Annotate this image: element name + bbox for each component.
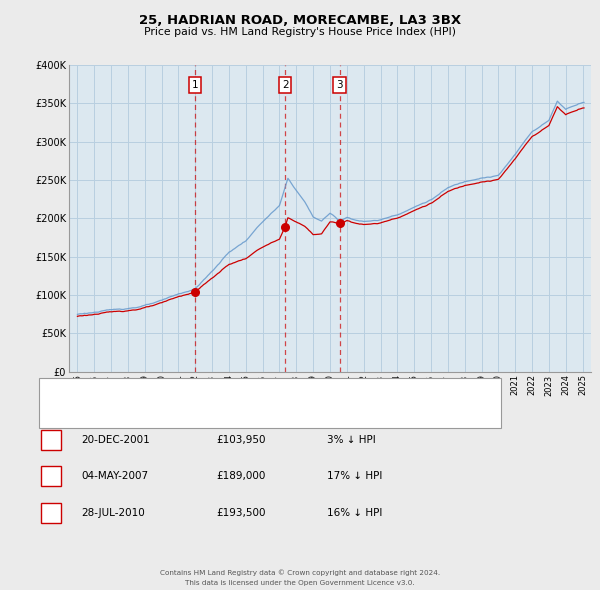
Text: 16% ↓ HPI: 16% ↓ HPI bbox=[327, 508, 382, 517]
Text: 1: 1 bbox=[47, 435, 55, 444]
Text: 28-JUL-2010: 28-JUL-2010 bbox=[81, 508, 145, 517]
Text: 2: 2 bbox=[47, 471, 55, 481]
Text: Contains HM Land Registry data © Crown copyright and database right 2024.: Contains HM Land Registry data © Crown c… bbox=[160, 569, 440, 576]
Text: HPI: Average price, detached house, Lancaster: HPI: Average price, detached house, Lanc… bbox=[93, 408, 316, 417]
Text: £193,500: £193,500 bbox=[216, 508, 265, 517]
Text: 25, HADRIAN ROAD, MORECAMBE, LA3 3BX: 25, HADRIAN ROAD, MORECAMBE, LA3 3BX bbox=[139, 14, 461, 27]
Text: This data is licensed under the Open Government Licence v3.0.: This data is licensed under the Open Gov… bbox=[185, 580, 415, 586]
Text: 3% ↓ HPI: 3% ↓ HPI bbox=[327, 435, 376, 444]
Text: 3: 3 bbox=[47, 508, 55, 517]
Text: £189,000: £189,000 bbox=[216, 471, 265, 481]
Text: 1: 1 bbox=[191, 80, 198, 90]
Text: £103,950: £103,950 bbox=[216, 435, 265, 444]
Text: 3: 3 bbox=[336, 80, 343, 90]
Text: Price paid vs. HM Land Registry's House Price Index (HPI): Price paid vs. HM Land Registry's House … bbox=[144, 28, 456, 37]
Text: 17% ↓ HPI: 17% ↓ HPI bbox=[327, 471, 382, 481]
Text: 25, HADRIAN ROAD, MORECAMBE, LA3 3BX (detached house): 25, HADRIAN ROAD, MORECAMBE, LA3 3BX (de… bbox=[93, 388, 386, 398]
Text: 04-MAY-2007: 04-MAY-2007 bbox=[81, 471, 148, 481]
Text: 2: 2 bbox=[282, 80, 289, 90]
Text: 20-DEC-2001: 20-DEC-2001 bbox=[81, 435, 150, 444]
